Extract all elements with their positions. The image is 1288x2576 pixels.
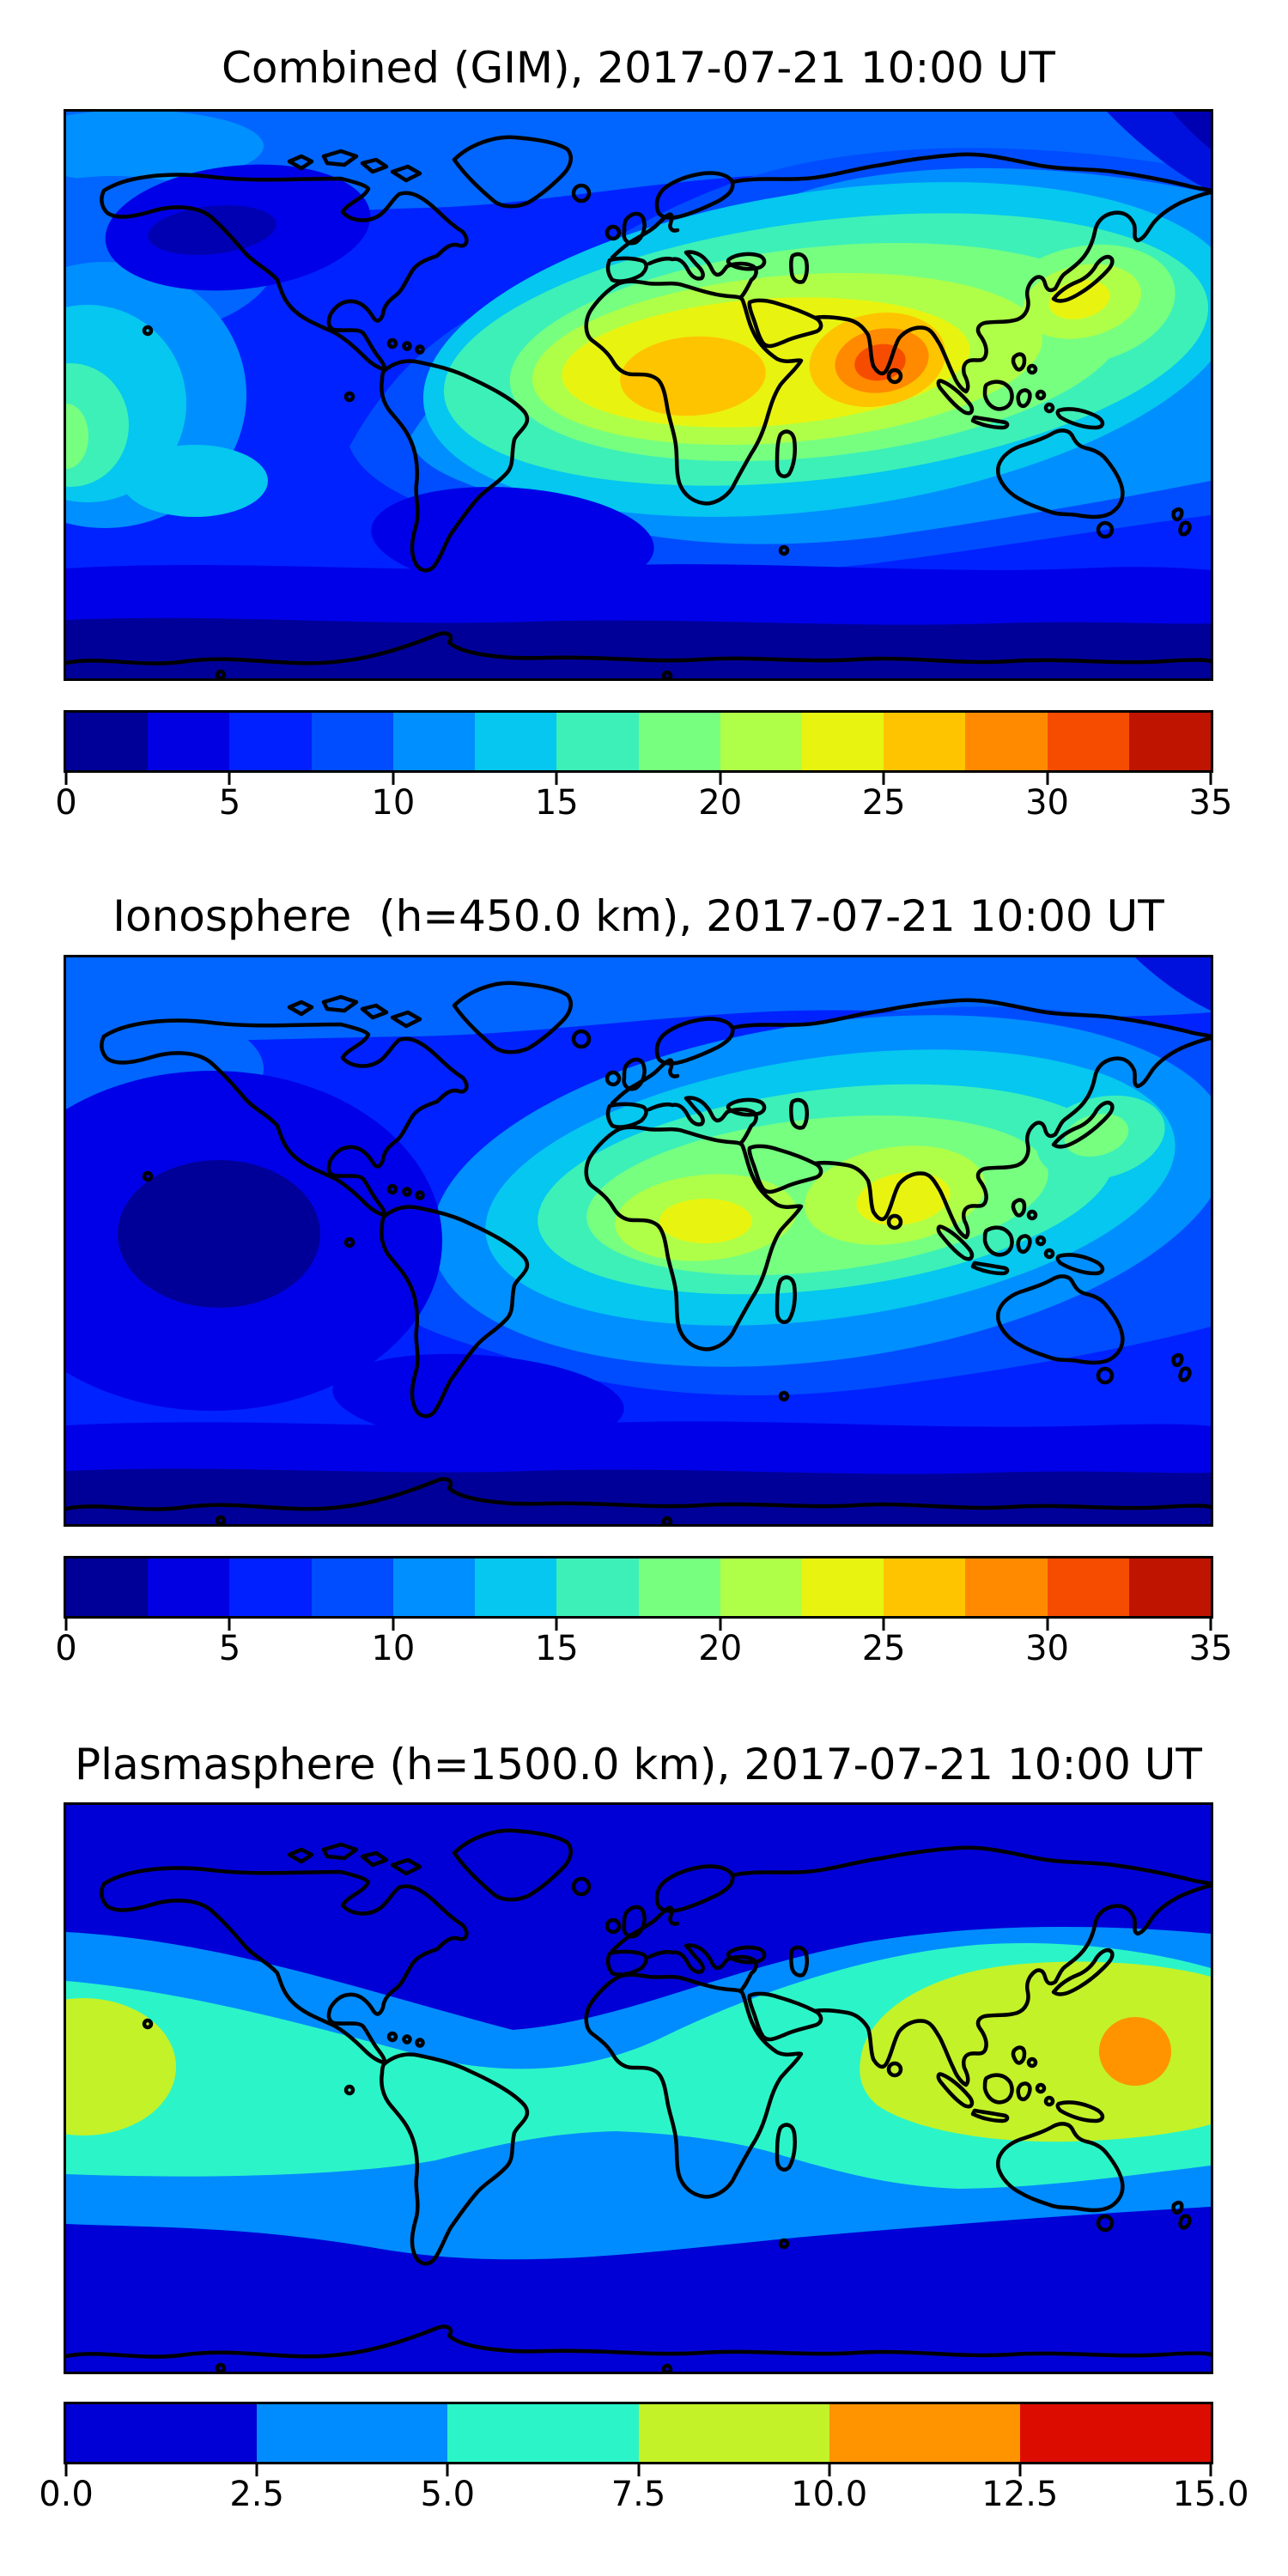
colorbar-ionosphere-ticks <box>64 1619 1212 1631</box>
colorbar-tick <box>555 773 558 785</box>
colorbar-combined-ticks <box>64 773 1212 785</box>
colorbar-tick <box>1018 2464 1022 2476</box>
colorbar-tick-label: 20 <box>698 1629 743 1668</box>
colorbar-segment <box>884 713 966 770</box>
colorbar-segment <box>148 713 230 770</box>
panel-combined-title: Combined (GIM), 2017-07-21 10:00 UT <box>222 43 1055 93</box>
colorbar-plasmasphere-labels: 0.0 2.5 5.0 7.5 10.0 12.5 15.0 <box>39 2475 1249 2519</box>
colorbar-segment <box>638 1558 720 1616</box>
colorbar-segment <box>720 1558 802 1616</box>
colorbar-tick <box>637 2464 640 2476</box>
colorbar-plasmasphere <box>64 2402 1213 2464</box>
map-ionosphere-svg <box>66 957 1211 1524</box>
colorbar-tick <box>719 773 722 785</box>
colorbar-tick <box>828 2464 831 2476</box>
colorbar-segment <box>556 713 639 770</box>
colorbar-segment <box>720 713 802 770</box>
colorbar-segment <box>229 713 312 770</box>
colorbar-tick-label: 7.5 <box>611 2475 666 2514</box>
colorbar-tick <box>446 2464 449 2476</box>
colorbar-tick-label: 30 <box>1025 783 1070 823</box>
colorbar-segment <box>229 1558 312 1616</box>
colorbar-tick-label: 35 <box>1188 783 1233 823</box>
colorbar-tick <box>64 773 68 785</box>
colorbar-segment <box>66 1558 149 1616</box>
colorbar-combined <box>64 710 1213 773</box>
map-ionosphere <box>64 955 1213 1527</box>
colorbar-tick <box>1209 2464 1212 2476</box>
colorbar-tick <box>882 773 885 785</box>
colorbar-ionosphere-labels: 0 5 10 15 20 25 30 35 <box>55 1629 1232 1674</box>
colorbar-segment <box>638 2404 829 2462</box>
panel-ionosphere-title: Ionosphere (h=450.0 km), 2017-07-21 10:0… <box>112 891 1164 941</box>
colorbar-tick <box>1046 1619 1049 1631</box>
colorbar-segment <box>311 713 393 770</box>
colorbar-tick-label: 10.0 <box>791 2475 868 2514</box>
colorbar-combined-labels: 0 5 10 15 20 25 30 35 <box>55 783 1232 828</box>
panel-plasmasphere-title: Plasmasphere (h=1500.0 km), 2017-07-21 1… <box>75 1740 1202 1789</box>
colorbar-segment <box>801 713 884 770</box>
colorbar-segment <box>965 713 1048 770</box>
map-combined-svg <box>66 112 1211 678</box>
colorbar-segment <box>965 1558 1048 1616</box>
colorbar-tick-label: 5 <box>218 783 241 823</box>
colorbar-tick-label: 12.5 <box>981 2475 1059 2514</box>
map-combined <box>64 109 1213 681</box>
map-plasmasphere-svg <box>66 1805 1211 2372</box>
colorbar-segment <box>475 713 557 770</box>
colorbar-segment <box>447 2404 639 2462</box>
colorbar-tick-label: 15 <box>534 1629 579 1668</box>
colorbar-tick-label: 0.0 <box>39 2475 94 2514</box>
colorbar-segment <box>1047 713 1129 770</box>
colorbar-segment <box>1128 713 1212 770</box>
colorbar-segment <box>1019 2404 1212 2462</box>
colorbar-segment <box>392 1558 476 1616</box>
map-plasmasphere <box>64 1802 1213 2374</box>
colorbar-tick-label: 35 <box>1188 1629 1233 1668</box>
colorbar-segment <box>829 2404 1020 2462</box>
colorbar-segment <box>475 1558 557 1616</box>
colorbar-segment <box>638 713 720 770</box>
colorbar-tick-label: 30 <box>1025 1629 1070 1668</box>
colorbar-tick-label: 5.0 <box>420 2475 476 2514</box>
colorbar-tick <box>555 1619 558 1631</box>
colorbar-tick-label: 25 <box>861 1629 906 1668</box>
colorbar-segment <box>884 1558 966 1616</box>
colorbar-tick-label: 20 <box>698 783 743 823</box>
colorbar-tick-label: 15 <box>534 783 579 823</box>
colorbar-tick <box>1046 773 1049 785</box>
colorbar-tick-label: 0 <box>55 783 77 823</box>
colorbar-segment <box>257 2404 448 2462</box>
colorbar-plasmasphere-ticks <box>64 2464 1212 2476</box>
colorbar-segment <box>1128 1558 1212 1616</box>
colorbar-tick <box>1209 1619 1212 1631</box>
colorbar-tick <box>392 773 395 785</box>
colorbar-tick <box>882 1619 885 1631</box>
colorbar-tick <box>64 1619 68 1631</box>
colorbar-tick-label: 25 <box>861 783 906 823</box>
colorbar-tick <box>64 2464 68 2476</box>
colorbar-tick <box>228 773 231 785</box>
colorbar-segment <box>311 1558 393 1616</box>
colorbar-segment <box>392 713 476 770</box>
colorbar-tick-label: 10 <box>371 783 416 823</box>
colorbar-segment <box>1047 1558 1129 1616</box>
colorbar-tick-label: 0 <box>55 1629 77 1668</box>
colorbar-segment <box>556 1558 639 1616</box>
colorbar-segment <box>66 2404 258 2462</box>
colorbar-tick-label: 15.0 <box>1172 2475 1249 2514</box>
colorbar-tick <box>228 1619 231 1631</box>
colorbar-tick <box>255 2464 258 2476</box>
colorbar-segment <box>66 713 149 770</box>
colorbar-tick-label: 10 <box>371 1629 416 1668</box>
colorbar-tick-label: 2.5 <box>229 2475 284 2514</box>
colorbar-tick <box>1209 773 1212 785</box>
colorbar-tick-label: 5 <box>218 1629 241 1668</box>
colorbar-tick <box>392 1619 395 1631</box>
colorbar-tick <box>719 1619 722 1631</box>
colorbar-ionosphere <box>64 1556 1213 1619</box>
colorbar-segment <box>801 1558 884 1616</box>
colorbar-segment <box>148 1558 230 1616</box>
